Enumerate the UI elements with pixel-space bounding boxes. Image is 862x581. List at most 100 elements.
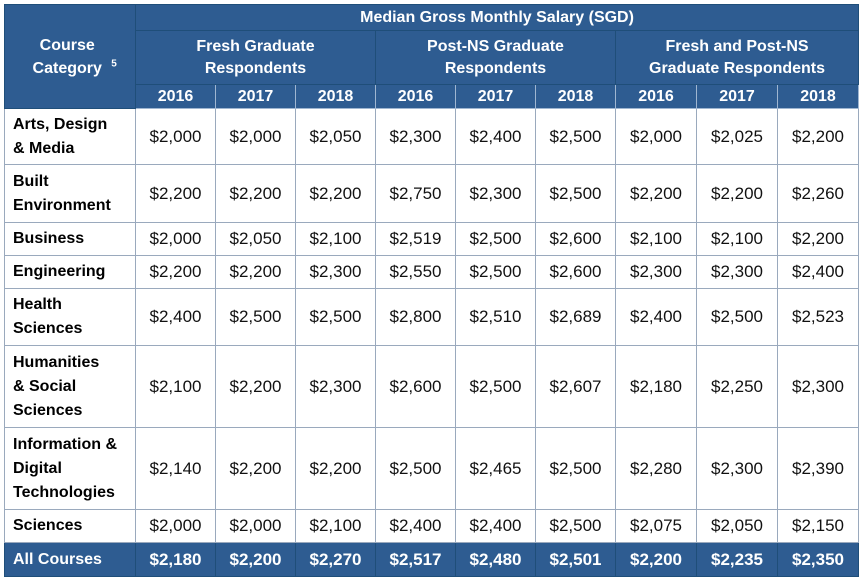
course-category-label: Course Category — [32, 36, 102, 77]
table-cell: $2,050 — [295, 108, 376, 165]
table-cell: $2,000 — [215, 509, 296, 543]
table-cell: $2,500 — [455, 222, 536, 256]
row-category: Business — [4, 222, 136, 256]
table-cell: $2,465 — [455, 427, 536, 510]
year-header: 2016 — [615, 84, 697, 109]
table-cell: $2,300 — [295, 255, 376, 289]
total-cell: $2,200 — [615, 542, 697, 577]
table-cell: $2,075 — [615, 509, 697, 543]
table-cell: $2,400 — [776, 255, 860, 289]
row-category: Information & Digital Technologies — [4, 427, 136, 510]
table-main-title: Median Gross Monthly Salary (SGD) — [134, 4, 860, 31]
table-cell: $2,200 — [215, 255, 296, 289]
table-cell: $2,100 — [615, 222, 697, 256]
table-cell: $2,689 — [535, 288, 616, 346]
table-cell: $2,500 — [455, 255, 536, 289]
table-cell: $2,510 — [455, 288, 536, 346]
table-cell: $2,400 — [615, 288, 697, 346]
table-cell: $2,300 — [776, 345, 860, 428]
table-cell: $2,300 — [295, 345, 376, 428]
year-header: 2018 — [295, 84, 376, 109]
table-cell: $2,400 — [455, 509, 536, 543]
table-cell: $2,200 — [215, 427, 296, 510]
total-cell: $2,200 — [215, 542, 296, 577]
table-cell: $2,400 — [455, 108, 536, 165]
table-cell: $2,100 — [295, 509, 376, 543]
course-category-footnote: 5 — [111, 58, 117, 70]
group-header-fresh: Fresh Graduate Respondents — [135, 30, 376, 85]
total-cell: $2,350 — [776, 542, 860, 577]
table-cell: $2,260 — [776, 164, 860, 223]
year-header: 2016 — [375, 84, 456, 109]
table-row: Sciences $2,000 $2,000 $2,100 $2,400 $2,… — [4, 509, 860, 543]
row-category: Sciences — [4, 509, 136, 543]
row-category: Engineering — [4, 255, 136, 289]
course-category-header: Course Category 5 — [4, 4, 136, 109]
total-cell: $2,270 — [295, 542, 376, 577]
total-cell: $2,180 — [135, 542, 216, 577]
table-cell: $2,500 — [535, 108, 616, 165]
table-cell: $2,300 — [615, 255, 697, 289]
row-category: Built Environment — [4, 164, 136, 223]
table-cell: $2,550 — [375, 255, 456, 289]
table-cell: $2,300 — [696, 427, 778, 510]
group-header-post-ns: Post-NS Graduate Respondents — [375, 30, 616, 85]
table-cell: $2,200 — [696, 164, 778, 223]
table-cell: $2,400 — [135, 288, 216, 346]
table-row: Information & Digital Technologies $2,14… — [4, 427, 860, 510]
year-header: 2018 — [776, 84, 860, 109]
table-row: Engineering $2,200 $2,200 $2,300 $2,550 … — [4, 255, 860, 289]
table-cell: $2,200 — [295, 427, 376, 510]
table-cell: $2,600 — [535, 255, 616, 289]
year-header: 2018 — [535, 84, 616, 109]
year-header: 2017 — [215, 84, 296, 109]
group-header-combined: Fresh and Post-NS Graduate Respondents — [614, 30, 860, 85]
year-header: 2016 — [135, 84, 216, 109]
table-cell: $2,000 — [615, 108, 697, 165]
total-cell: $2,517 — [375, 542, 456, 577]
table-cell: $2,025 — [696, 108, 778, 165]
year-header: 2017 — [696, 84, 778, 109]
table-row: Business $2,000 $2,050 $2,100 $2,519 $2,… — [4, 222, 860, 256]
table-cell: $2,600 — [375, 345, 456, 428]
table-cell: $2,200 — [215, 164, 296, 223]
table-cell: $2,519 — [375, 222, 456, 256]
table-cell: $2,500 — [295, 288, 376, 346]
table-cell: $2,200 — [135, 255, 216, 289]
table-cell: $2,200 — [295, 164, 376, 223]
table-cell: $2,280 — [615, 427, 697, 510]
year-header: 2017 — [455, 84, 536, 109]
salary-table: Course Category 5 Median Gross Monthly Sa… — [4, 4, 860, 577]
total-cell: $2,501 — [535, 542, 616, 577]
table-cell: $2,100 — [135, 345, 216, 428]
table-cell: $2,500 — [535, 427, 616, 510]
table-cell: $2,500 — [535, 164, 616, 223]
table-cell: $2,800 — [375, 288, 456, 346]
table-cell: $2,200 — [615, 164, 697, 223]
table-cell: $2,000 — [215, 108, 296, 165]
table-cell: $2,100 — [295, 222, 376, 256]
table-row: Built Environment $2,200 $2,200 $2,200 $… — [4, 164, 860, 223]
table-cell: $2,050 — [696, 509, 778, 543]
row-category: Arts, Design & Media — [4, 108, 136, 165]
table-cell: $2,100 — [696, 222, 778, 256]
table-cell: $2,180 — [615, 345, 697, 428]
total-row-category: All Courses — [4, 542, 136, 577]
table-cell: $2,390 — [776, 427, 860, 510]
table-cell: $2,000 — [135, 108, 216, 165]
table-cell: $2,300 — [696, 255, 778, 289]
total-cell: $2,480 — [455, 542, 536, 577]
table-cell: $2,500 — [215, 288, 296, 346]
table-cell: $2,750 — [375, 164, 456, 223]
table-cell: $2,600 — [535, 222, 616, 256]
table-cell: $2,000 — [135, 509, 216, 543]
table-cell: $2,500 — [375, 427, 456, 510]
table-cell: $2,400 — [375, 509, 456, 543]
table-cell: $2,500 — [696, 288, 778, 346]
table-cell: $2,607 — [535, 345, 616, 428]
table-cell: $2,300 — [455, 164, 536, 223]
table-cell: $2,050 — [215, 222, 296, 256]
table-row: Health Sciences $2,400 $2,500 $2,500 $2,… — [4, 288, 860, 346]
table-cell: $2,500 — [455, 345, 536, 428]
table-cell: $2,200 — [135, 164, 216, 223]
